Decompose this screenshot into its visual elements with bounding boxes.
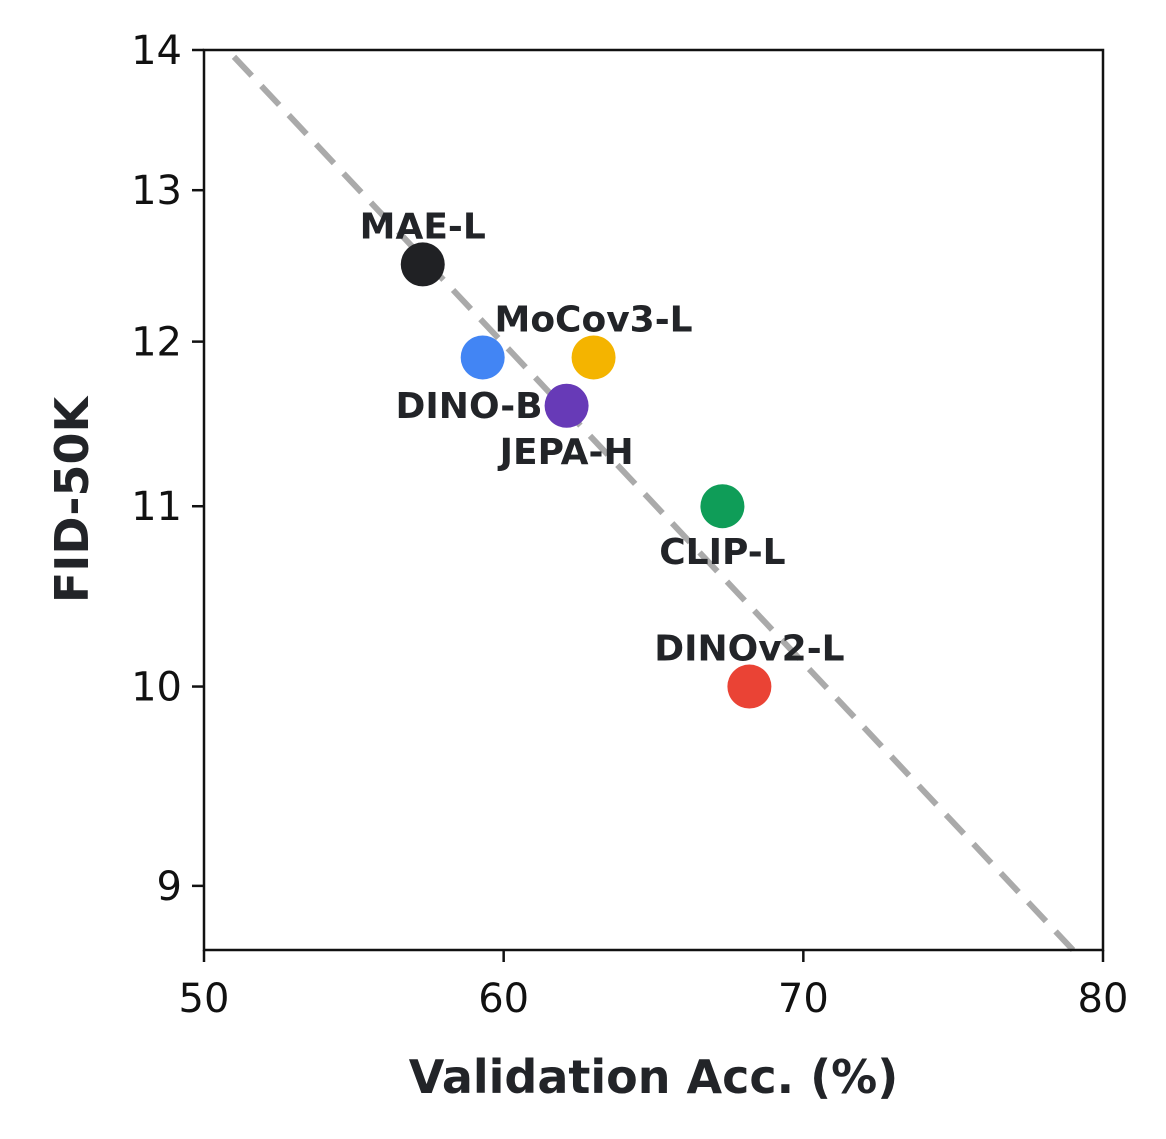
point-mae-l: [400, 242, 445, 287]
point-dino-b: [544, 383, 589, 428]
trend-layer: [231, 54, 1076, 953]
y-tick-label: 13: [131, 168, 182, 214]
plot-frame: [202, 48, 1105, 952]
point-clip-l: [700, 484, 745, 529]
y-axis-label: FID-50K: [45, 394, 99, 603]
point-label-mocov3-l: MoCov3-L: [495, 299, 693, 340]
y-tick-label: 11: [131, 484, 182, 530]
point-labels-layer: MAE-L MoCov3-L DINO-B JEPA-H CLIP-L DINOv2-L: [360, 206, 845, 669]
point-label-clip-l: CLIP-L: [659, 532, 785, 573]
x-tick-label: 80: [1078, 976, 1129, 1022]
y-tick-label: 12: [131, 320, 182, 366]
points-layer: [400, 242, 772, 709]
y-tick-label: 9: [157, 864, 182, 910]
y-tick-label: 10: [131, 665, 182, 711]
point-label-jepa-h: JEPA-H: [497, 432, 634, 473]
point-dino-b: [460, 335, 505, 380]
y-axis-ticks: 9 10 11 12 13 14: [131, 28, 204, 910]
point-label-mae-l: MAE-L: [360, 206, 486, 247]
point-dinov2-l: [727, 664, 772, 709]
y-tick-label: 14: [131, 28, 182, 74]
x-axis-ticks: 50 60 70 80: [179, 950, 1129, 1022]
x-axis-label: Validation Acc. (%): [409, 1050, 899, 1104]
x-tick-label: 50: [179, 976, 230, 1022]
point-label-dinov2-l: DINOv2-L: [654, 629, 844, 670]
point-mocov3-l: [571, 335, 616, 380]
x-tick-label: 70: [778, 976, 829, 1022]
point-label-dino-b: DINO-B: [396, 386, 543, 427]
trend-line: [231, 54, 1076, 953]
x-tick-label: 60: [478, 976, 529, 1022]
